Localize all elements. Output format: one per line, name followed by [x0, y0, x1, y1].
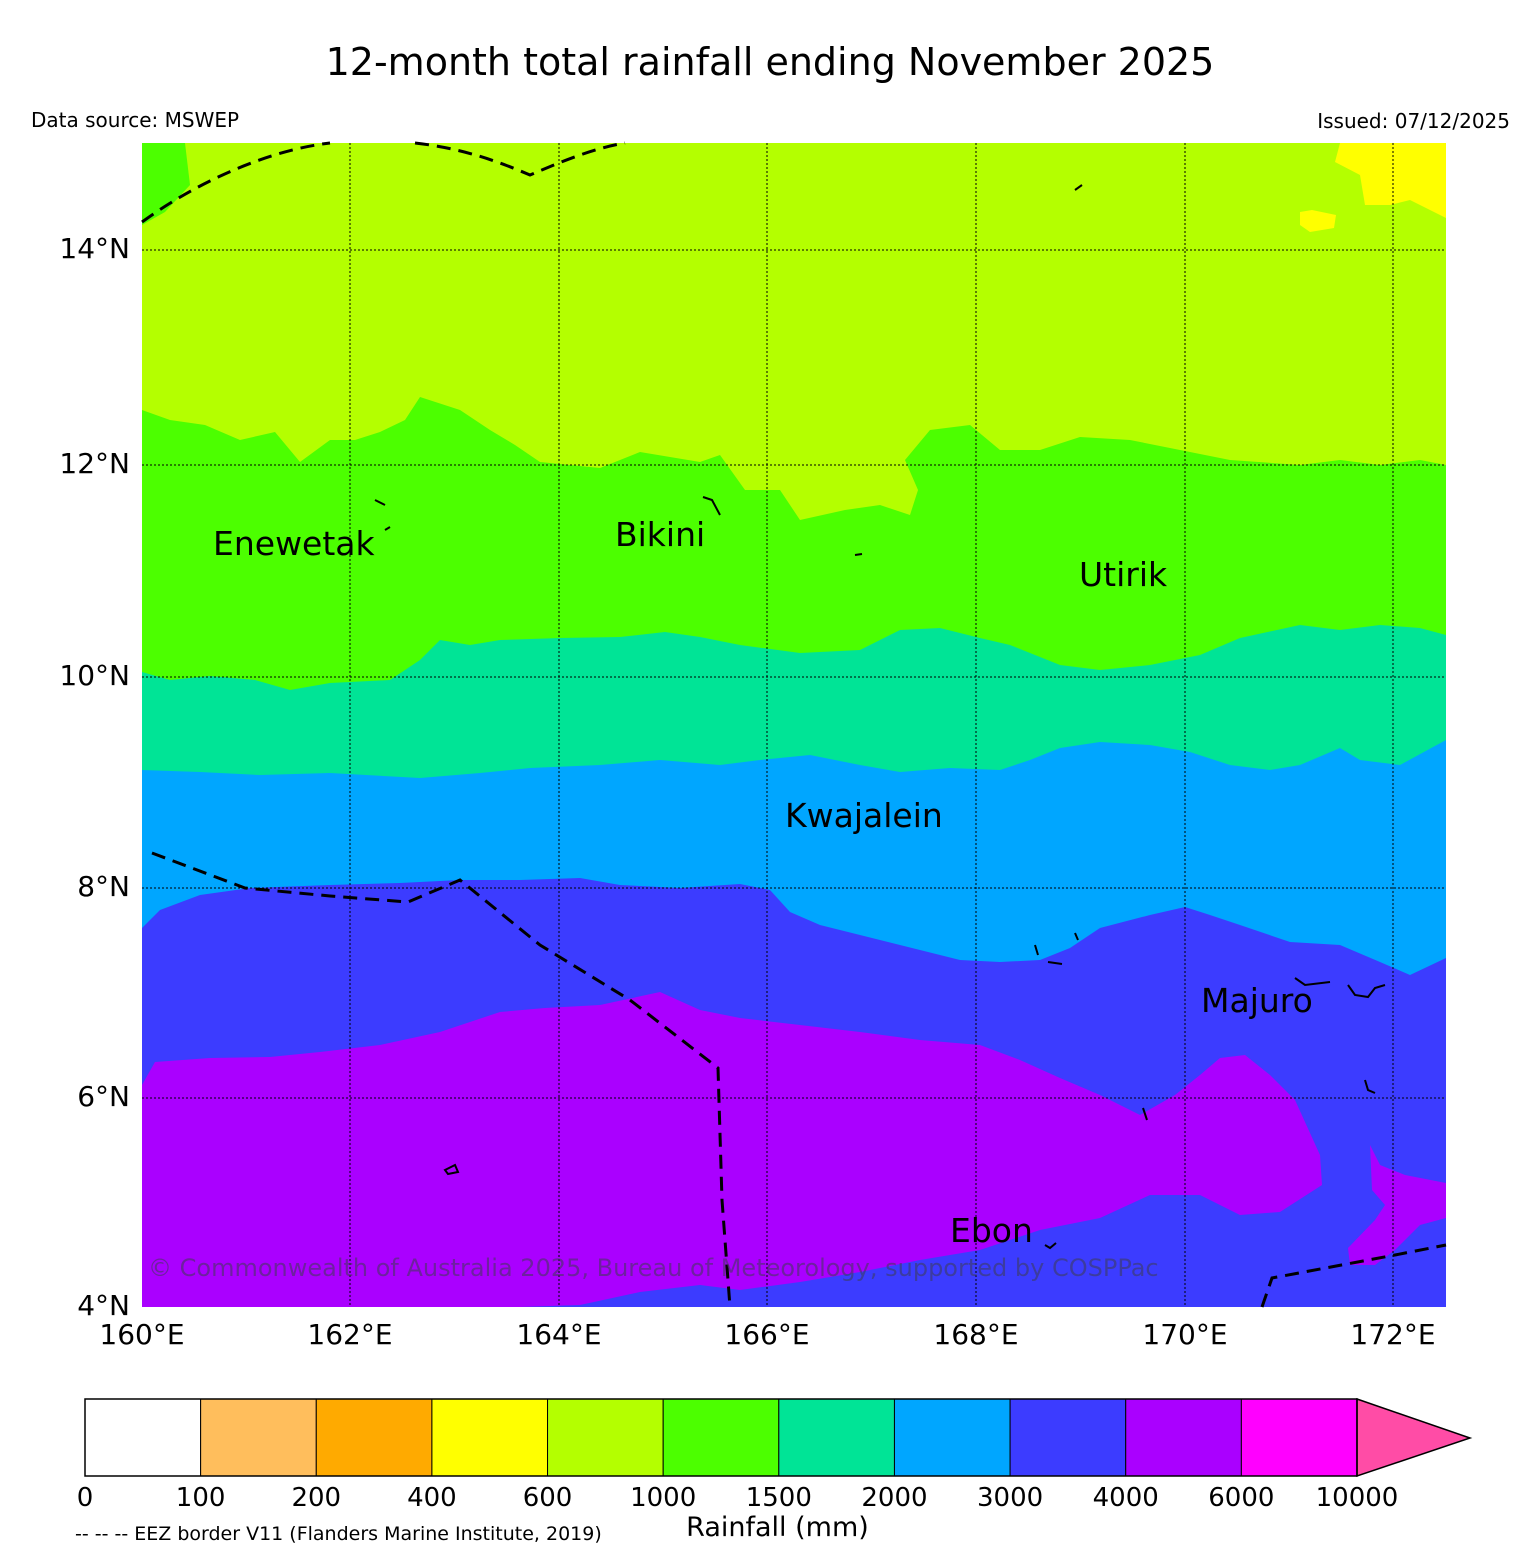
lon-label-162: 162°E: [307, 1318, 393, 1351]
colorbar-tick: 6000: [1208, 1483, 1275, 1513]
colorbar-tick: 200: [291, 1483, 342, 1513]
colorbar-tick: 100: [175, 1483, 226, 1513]
band-400-patch: [1300, 210, 1336, 232]
eez-note: -- -- -- EEZ border V11 (Flanders Marine…: [75, 1523, 602, 1545]
lat-label-8: 8°N: [77, 870, 130, 903]
colorbar-label: Rainfall (mm): [686, 1512, 869, 1543]
lon-label-166: 166°E: [724, 1318, 810, 1351]
eez-north: [141, 141, 626, 224]
lon-label-170: 170°E: [1142, 1318, 1228, 1351]
lon-label-164: 164°E: [516, 1318, 602, 1351]
colorbar-tick: 3000: [976, 1483, 1044, 1513]
data-source: Data source: MSWEP: [31, 108, 240, 132]
eez-borders: [141, 141, 1447, 1308]
colorbar-tick: 0: [76, 1483, 94, 1513]
place-ebon: Ebon: [950, 1211, 1033, 1250]
lat-label-4: 4°N: [77, 1289, 130, 1322]
colorbar-tick: 1000: [630, 1483, 697, 1513]
colorbar-tick: 600: [522, 1483, 573, 1513]
colorbar-tick: 2000: [861, 1483, 928, 1513]
colorbar-tick: 10000: [1315, 1483, 1399, 1513]
place-enewetak: Enewetak: [213, 524, 375, 563]
colorbar-tick: 1500: [745, 1483, 812, 1513]
lon-label-168: 168°E: [933, 1318, 1019, 1351]
eez-south: [151, 851, 732, 1308]
place-bikini: Bikini: [615, 515, 706, 554]
lat-label-14: 14°N: [59, 232, 130, 265]
place-kwajalein: Kwajalein: [785, 796, 943, 835]
place-majuro: Majuro: [1201, 981, 1313, 1020]
band-4000: [142, 992, 1322, 1307]
map-title: 12-month total rainfall ending November …: [325, 40, 1215, 84]
band-1000-nw: [142, 143, 190, 225]
islands: [374, 184, 1386, 1250]
band-400-ne: [1335, 143, 1446, 218]
lat-label-6: 6°N: [77, 1080, 130, 1113]
issued-date: Issued: 07/12/2025: [1317, 109, 1510, 133]
lat-label-12: 12°N: [59, 447, 130, 480]
place-utirik: Utirik: [1079, 555, 1168, 594]
colorbar-tick: 4000: [1092, 1483, 1159, 1513]
gridlines: [142, 143, 1446, 1307]
lat-label-10: 10°N: [59, 659, 130, 692]
colorbar-tick: 400: [407, 1483, 457, 1513]
band-4000-east: [1348, 1145, 1446, 1265]
copyright-watermark: © Commonwealth of Australia 2025, Bureau…: [148, 1254, 1159, 1282]
lon-label-160: 160°E: [99, 1318, 185, 1351]
lon-label-172: 172°E: [1350, 1318, 1436, 1351]
eez-southeast: [1260, 1243, 1447, 1308]
